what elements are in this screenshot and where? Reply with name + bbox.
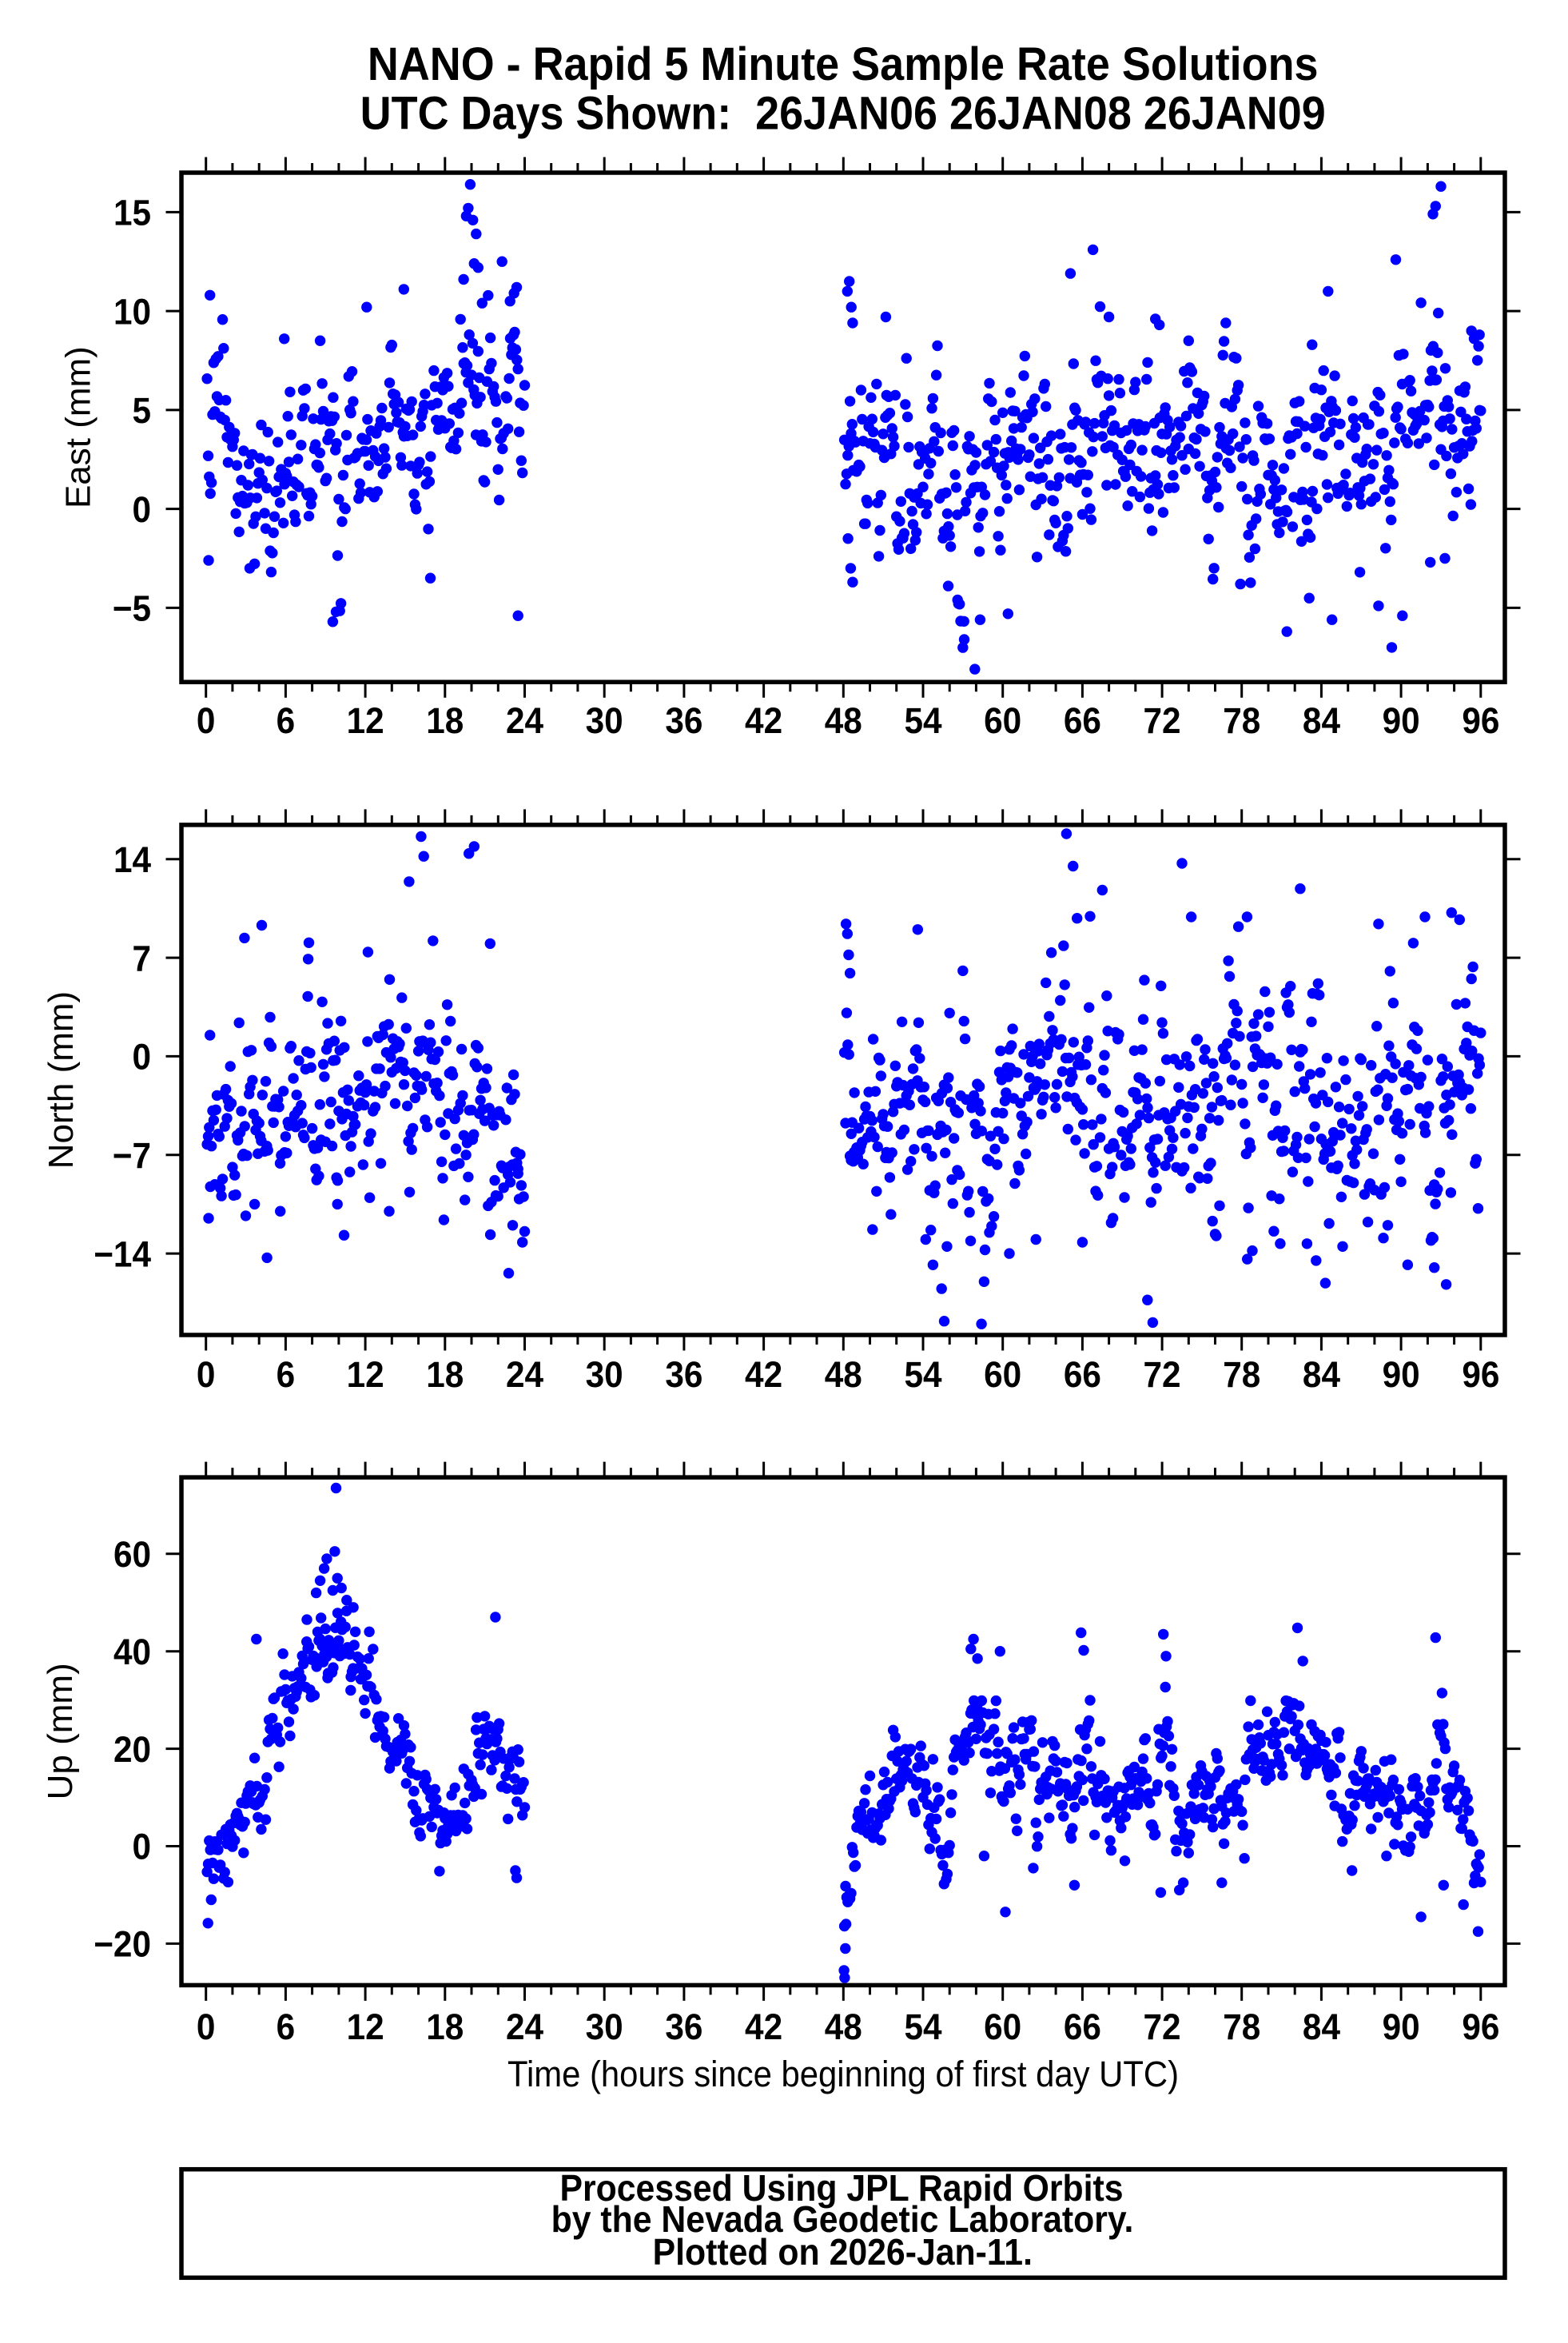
svg-text:0: 0 (132, 489, 151, 530)
svg-text:24: 24 (506, 2007, 544, 2048)
svg-text:36: 36 (665, 1355, 702, 1396)
svg-text:Time (hours since beginning of: Time (hours since beginning of first day… (507, 2055, 1179, 2095)
svg-text:0: 0 (197, 701, 216, 742)
svg-text:NANO - Rapid 5 Minute Sample R: NANO - Rapid 5 Minute Sample Rate Soluti… (368, 38, 1319, 90)
svg-text:36: 36 (665, 701, 702, 742)
svg-text:96: 96 (1462, 2007, 1499, 2048)
svg-text:0: 0 (132, 1827, 151, 1867)
svg-text:by the Nevada Geodetic Laborat: by the Nevada Geodetic Laboratory. (551, 2200, 1134, 2241)
svg-text:90: 90 (1383, 2007, 1420, 2048)
svg-text:48: 48 (825, 701, 862, 742)
svg-text:−20: −20 (94, 1924, 151, 1965)
svg-text:North (mm): North (mm) (42, 991, 81, 1169)
svg-text:66: 66 (1064, 1355, 1101, 1396)
svg-text:−14: −14 (94, 1234, 151, 1275)
svg-text:15: 15 (113, 193, 151, 233)
svg-text:72: 72 (1144, 2007, 1181, 2048)
svg-text:24: 24 (506, 701, 544, 742)
svg-text:10: 10 (113, 292, 151, 333)
svg-text:72: 72 (1144, 1355, 1181, 1396)
svg-text:24: 24 (506, 1355, 544, 1396)
svg-text:20: 20 (113, 1729, 151, 1770)
svg-text:78: 78 (1223, 701, 1260, 742)
svg-text:Plotted on 2026-Jan-11.: Plotted on 2026-Jan-11. (653, 2233, 1033, 2273)
svg-text:6: 6 (277, 1355, 296, 1396)
svg-text:14: 14 (113, 840, 152, 881)
svg-text:72: 72 (1144, 701, 1181, 742)
svg-text:48: 48 (825, 2007, 862, 2048)
svg-text:60: 60 (984, 701, 1021, 742)
svg-text:−5: −5 (113, 588, 151, 629)
svg-text:54: 54 (904, 1355, 942, 1396)
svg-text:18: 18 (426, 1355, 464, 1396)
svg-text:12: 12 (347, 1355, 384, 1396)
svg-text:66: 66 (1064, 2007, 1101, 2048)
svg-text:6: 6 (277, 2007, 296, 2048)
svg-text:42: 42 (745, 1355, 782, 1396)
svg-text:90: 90 (1383, 701, 1420, 742)
svg-text:36: 36 (665, 2007, 702, 2048)
svg-text:54: 54 (904, 701, 942, 742)
svg-text:UTC Days Shown: 26JAN06 26JAN: UTC Days Shown: 26JAN06 26JAN08 26JAN09 (360, 86, 1326, 138)
svg-text:18: 18 (426, 701, 464, 742)
svg-text:East (mm): East (mm) (59, 346, 98, 508)
svg-text:48: 48 (825, 1355, 862, 1396)
svg-text:30: 30 (586, 2007, 623, 2048)
svg-text:40: 40 (113, 1632, 151, 1673)
svg-text:78: 78 (1223, 2007, 1260, 2048)
svg-text:0: 0 (197, 2007, 216, 2048)
svg-text:0: 0 (132, 1037, 151, 1078)
svg-text:−7: −7 (113, 1136, 151, 1177)
svg-text:84: 84 (1303, 2007, 1341, 2048)
svg-text:42: 42 (745, 2007, 782, 2048)
svg-text:18: 18 (426, 2007, 464, 2048)
svg-text:30: 30 (586, 701, 623, 742)
svg-text:54: 54 (904, 2007, 942, 2048)
svg-text:96: 96 (1462, 701, 1499, 742)
svg-text:Up (mm): Up (mm) (41, 1663, 80, 1799)
svg-text:6: 6 (277, 701, 296, 742)
svg-text:60: 60 (984, 1355, 1021, 1396)
svg-text:66: 66 (1064, 701, 1101, 742)
svg-text:60: 60 (984, 2007, 1021, 2048)
svg-text:84: 84 (1303, 1355, 1341, 1396)
svg-text:0: 0 (197, 1355, 216, 1396)
svg-text:78: 78 (1223, 1355, 1260, 1396)
svg-text:42: 42 (745, 701, 782, 742)
svg-text:60: 60 (113, 1535, 151, 1576)
svg-text:12: 12 (347, 701, 384, 742)
svg-text:30: 30 (586, 1355, 623, 1396)
svg-text:84: 84 (1303, 701, 1341, 742)
svg-text:96: 96 (1462, 1355, 1499, 1396)
svg-text:12: 12 (347, 2007, 384, 2048)
svg-text:5: 5 (132, 391, 151, 432)
svg-text:7: 7 (132, 938, 151, 979)
svg-text:90: 90 (1383, 1355, 1420, 1396)
svg-text:Processed Using JPL Rapid Orbi: Processed Using JPL Rapid Orbits (559, 2169, 1123, 2210)
